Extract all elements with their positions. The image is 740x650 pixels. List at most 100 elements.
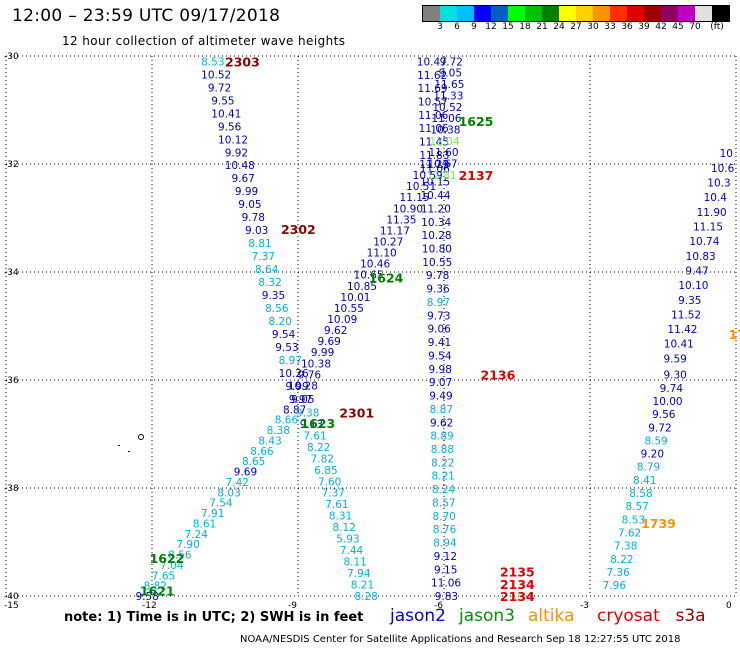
- swh-value: 7.04: [160, 560, 184, 572]
- swh-value: 10.46: [360, 259, 390, 271]
- pass-time-label: 2303: [225, 54, 260, 69]
- lat-tick-label: -40: [4, 592, 19, 602]
- swh-value: 11.29: [419, 159, 449, 171]
- swh-value: 8.87: [283, 404, 306, 416]
- page-subtitle: 12 hour collection of altimeter wave hei…: [62, 34, 346, 48]
- swh-value: 5.93: [336, 534, 359, 546]
- swh-value: 9.67: [231, 173, 254, 185]
- swh-value: 9.36: [426, 284, 450, 296]
- legend-swatch: [508, 6, 525, 21]
- pass-time-label: 2134: [500, 589, 535, 604]
- legend-swatch: [559, 6, 576, 21]
- swh-value: 7.24: [185, 529, 209, 541]
- swh-value: 11.10: [367, 248, 397, 260]
- swh-value: 7.37: [252, 251, 275, 263]
- swh-value: 10.01: [340, 292, 370, 304]
- swh-value: 9.58: [135, 591, 158, 603]
- swh-value: 8.32: [258, 277, 281, 289]
- legend-swatch: [491, 6, 508, 21]
- pass-time-label: 1622: [150, 551, 185, 566]
- swh-value: 11.06: [419, 123, 449, 135]
- swh-value: 7.90: [176, 539, 199, 551]
- color-legend-labels: 3 6 9 12 15 18 21 24 27 30 33 36 39 42 45 70 (ft): [422, 22, 740, 34]
- swh-value: 9.69: [234, 467, 257, 479]
- swh-value: 11.62: [417, 70, 447, 82]
- swh-value: 8.57: [432, 497, 455, 509]
- swh-value: 8.79: [637, 462, 660, 474]
- satellite-legend-altika: altika: [528, 606, 575, 626]
- lon-tick-label: -6: [434, 601, 443, 611]
- swh-value: 9.56: [652, 409, 676, 421]
- swh-value: 9.69: [317, 336, 340, 348]
- island-dot: [118, 445, 120, 446]
- swh-value: 9.83: [435, 591, 458, 603]
- lon-tick-label: -9: [288, 601, 297, 611]
- legend-label: 30: [587, 22, 599, 32]
- swh-value: 8.21: [351, 580, 374, 592]
- swh-value: 10.85: [347, 281, 377, 293]
- swh-value: 7.65: [152, 570, 175, 582]
- swh-value: 11.06: [420, 163, 450, 175]
- legend-label: 27: [570, 22, 582, 32]
- swh-value: 10.28: [422, 230, 452, 242]
- track-altika-1730-upper: 9.59 10.41 11.42 11.52 9.35 10.10 9.47 10.83 10.…: [663, 148, 734, 365]
- swh-value: 8.53: [201, 56, 224, 68]
- swh-value: 9.38: [296, 407, 319, 419]
- legend-label: 6: [454, 22, 460, 32]
- swh-value: 7.60: [318, 476, 341, 488]
- swh-value: 8.28: [354, 591, 377, 603]
- legend-label: 18: [519, 22, 531, 32]
- swh-value: 11.17: [380, 225, 410, 237]
- pass-time-label: 1621: [140, 584, 175, 599]
- swh-value: 9.98: [429, 364, 452, 376]
- pass-time-label: 2137: [459, 168, 494, 183]
- legend-swatch: [695, 6, 712, 21]
- swh-value: 7.37: [322, 488, 345, 500]
- legend-swatch: [678, 6, 695, 21]
- swh-value: 7.61: [303, 430, 326, 442]
- page-title: 12:00 – 23:59 UTC 09/17/2018: [12, 6, 281, 26]
- legend-swatch: [474, 6, 491, 21]
- swh-value: 7.82: [311, 453, 334, 465]
- legend-swatch: [440, 6, 457, 21]
- swh-value: 10.41: [211, 108, 241, 120]
- legend-label: 12: [485, 22, 497, 32]
- legend-label: 9: [471, 22, 477, 32]
- swh-value: 8.59: [644, 435, 667, 447]
- swh-value: 8.24: [432, 484, 456, 496]
- swh-value: 9.54: [428, 350, 452, 362]
- legend-label: 21: [536, 22, 548, 32]
- swh-value: 9.56: [218, 121, 242, 133]
- legend-swatch: [712, 6, 729, 21]
- lat-tick-label: -34: [4, 268, 19, 278]
- swh-value: 6.85: [314, 465, 337, 477]
- swh-value: 10.65: [354, 270, 384, 282]
- swh-value: 10.41: [664, 339, 694, 351]
- swh-value: 8.12: [333, 522, 356, 534]
- time-labels: 2303 2302 2301 1625 1624 1623 1622 1621 2137 2136…: [140, 54, 740, 604]
- swh-value: 9.99: [285, 381, 308, 393]
- lat-tick-label: -38: [4, 484, 19, 494]
- legend-swatch: [525, 6, 542, 21]
- swh-value: 9.53: [275, 342, 298, 354]
- legend-label: 24: [553, 22, 565, 32]
- swh-value: 9.13: [300, 419, 323, 431]
- swh-value: 10.57: [418, 96, 448, 108]
- track-jason3-1620-ascending: 9.588.827.657.048.567.907.248.617.917.54…: [135, 394, 314, 603]
- swh-value: 9.15: [434, 564, 457, 576]
- legend-swatch: [610, 6, 627, 21]
- lon-tick-label: -15: [4, 601, 19, 611]
- swh-value: 11.60: [428, 147, 458, 159]
- swh-value: 9.05: [238, 199, 261, 211]
- swh-value: 8.03: [217, 487, 240, 499]
- swh-value: 8.38: [267, 425, 290, 437]
- swh-value: 7.91: [201, 508, 224, 520]
- legend-label: 33: [604, 22, 616, 32]
- swh-value: 10.09: [327, 314, 357, 326]
- swh-value: 10.38: [301, 358, 331, 370]
- footnote: note: 1) Time is in UTC; 2) SWH is in fe…: [64, 610, 364, 625]
- swh-value: 8.22: [610, 554, 633, 566]
- swh-value: 9.72: [208, 82, 231, 94]
- axis-labels: -30-32-34-36-38-40-15 -12 -9 -6 -3 0: [4, 52, 732, 611]
